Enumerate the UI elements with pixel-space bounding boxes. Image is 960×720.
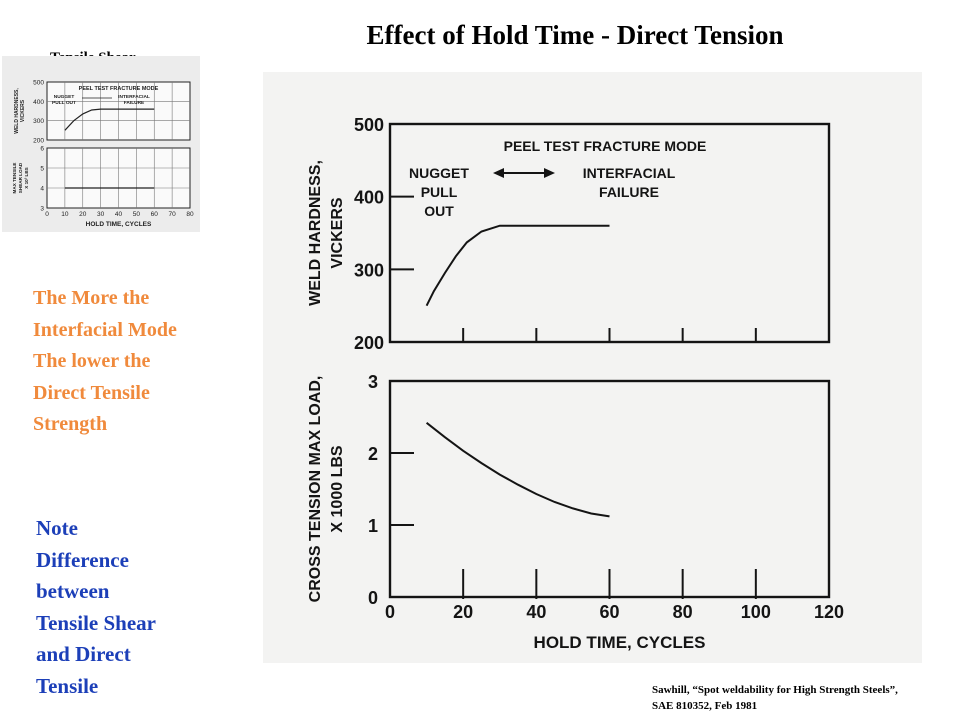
thumb-x-tick-label: 60: [151, 211, 159, 218]
interfacial-mode-note: The More the Interfacial Mode The lower …: [33, 287, 177, 435]
thumb-interfacial-label: INTERFACIAL FAILURE: [118, 94, 150, 106]
thumb-fracture-mode-title: PEEL TEST FRACTURE MODE: [79, 86, 159, 92]
thumb-x-tick-label: 70: [169, 211, 177, 218]
hardness-frame: [388, 122, 831, 344]
tension-y-label: CROSS TENSION MAX LOAD, X 1000 LBS: [307, 376, 346, 603]
hardness-y-tick-label: 300: [354, 260, 384, 280]
tension-y-tick-label: 3: [368, 372, 378, 392]
tension-x-tick-label: 120: [814, 602, 844, 622]
hardness-curve: [425, 224, 610, 307]
thumb-bottom-y-tick-label: 6: [40, 146, 44, 153]
interfacial-failure-label: INTERFACIAL FAILURE: [583, 165, 676, 200]
tensile-shear-thumbnail: 200 300 400 500 3 4 5 6 0 10 20 30 40 50 60 70 80 HOLD TI…: [2, 56, 200, 232]
thumb-x-tick-label: 20: [79, 211, 87, 218]
tension-x-tick-label: 0: [385, 602, 395, 622]
hardness-y-tick-label: 500: [354, 115, 384, 135]
tension-x-tick-label: 20: [453, 602, 473, 622]
thumb-x-label: HOLD TIME, CYCLES: [86, 221, 152, 228]
difference-note: Note Difference between Tensile Shear an…: [36, 516, 156, 698]
thumb-top-y-label: WELD HARDNESS,VICKERS: [14, 88, 26, 134]
tension-x-tick-label: 100: [741, 602, 771, 622]
thumb-x-tick-label: 50: [133, 211, 141, 218]
citation: Sawhill, “Spot weldability for High Stre…: [652, 684, 898, 712]
thumb-bottom-y-tick-label: 4: [40, 186, 44, 193]
tension-y-tick-label: 1: [368, 516, 378, 536]
tension-x-tick-label: 60: [599, 602, 619, 622]
fracture-mode-title: PEEL TEST FRACTURE MODE: [504, 138, 707, 154]
tension-x-tick-label: 80: [673, 602, 693, 622]
direct-tension-plot: 200 300 400 500 0 20 40 60 80 100 120 0 1 2 3 WELD HARD…: [263, 72, 922, 663]
thumb-nugget-label: NUGGET PULL OUT: [52, 94, 76, 106]
thumb-top-y-tick-label: 500: [33, 80, 44, 87]
thumb-x-tick-label: 0: [45, 211, 49, 218]
cross-tension-curve: [425, 422, 610, 518]
hardness-y-label: WELD HARDNESS, VICKERS: [307, 160, 346, 306]
thumb-x-tick-label: 40: [115, 211, 123, 218]
thumb-x-tick-label: 80: [186, 211, 194, 218]
thumb-bottom-y-tick-label: 3: [40, 206, 44, 213]
cross-tension-frame: [388, 379, 831, 599]
thumb-bottom-y-tick-label: 5: [40, 166, 44, 173]
tension-y-tick-label: 2: [368, 444, 378, 464]
thumb-top-y-tick-label: 400: [33, 99, 44, 106]
arrow-left-head: [493, 168, 504, 178]
thumb-top-y-tick-label: 200: [33, 138, 44, 145]
thumb-bottom-y-label: MAX TENSILESHEAR LOADX 10³ LBS: [12, 162, 29, 193]
tension-y-tick-label: 0: [368, 588, 378, 608]
hardness-y-tick-label: 200: [354, 333, 384, 353]
hardness-y-tick-label: 400: [354, 188, 384, 208]
nugget-pull-out-label: NUGGET PULL OUT: [409, 165, 469, 219]
thumb-top-y-tick-label: 300: [33, 118, 44, 125]
thumb-x-tick-label: 10: [61, 211, 69, 218]
thumb-hardness-curve: [64, 108, 155, 131]
tension-x-tick-label: 40: [526, 602, 546, 622]
main-chart: 200 300 400 500 0 20 40 60 80 100 120 0 1 2 3 WELD HARD…: [307, 115, 844, 652]
arrow-right-head: [544, 168, 555, 178]
slide-title: Effect of Hold Time - Direct Tension: [366, 20, 784, 50]
thumb-x-tick-label: 30: [97, 211, 105, 218]
tension-x-label: HOLD TIME, CYCLES: [534, 633, 706, 652]
